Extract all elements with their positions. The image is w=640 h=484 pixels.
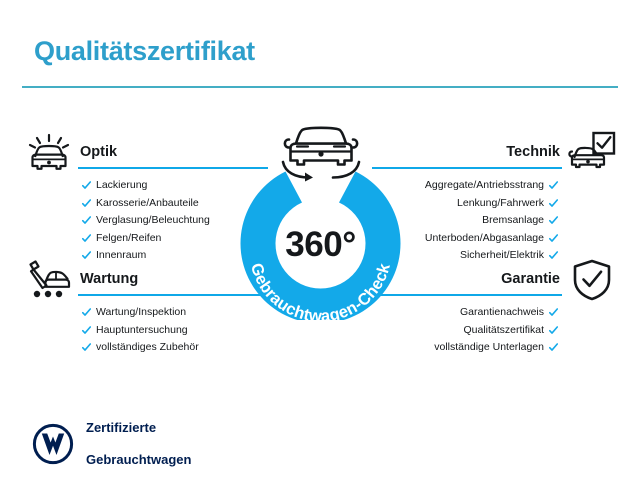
list-item: Qualitätszertifikat xyxy=(372,322,558,340)
check-icon xyxy=(82,216,91,225)
list-item: Garantienachweis xyxy=(372,304,558,322)
section-technik: Technik Aggregate/Antriebsstrang Lenkung… xyxy=(372,143,562,265)
check-icon xyxy=(549,325,558,334)
section-garantie: Garantie Garantienachweis Qualitätszerti… xyxy=(372,270,562,357)
list-item: Bremsanlage xyxy=(372,212,558,230)
list-item-label: Unterboden/Abgasanlage xyxy=(424,231,544,244)
list-item: vollständiges Zubehör xyxy=(82,339,200,357)
badge-360-gebrauchtwagen-check: Gebrauchtwagen-Check 360° xyxy=(228,120,413,320)
list-item-label: Sicherheit/Elektrik xyxy=(459,249,544,261)
list-item: Wartung/Inspektion xyxy=(82,304,200,322)
badge-center-label: 360° xyxy=(285,225,356,264)
check-icon xyxy=(82,233,91,242)
section-technik-header: Technik xyxy=(372,143,562,169)
check-icon xyxy=(549,308,558,317)
section-optik-header: Optik xyxy=(78,143,268,169)
check-icon xyxy=(82,343,91,352)
list-item-label: Verglasung/Beleuchtung xyxy=(96,214,210,226)
footer-line-1: Zertifizierte xyxy=(86,420,157,435)
list-item: Innenraum xyxy=(82,247,200,265)
section-wartung-underline xyxy=(78,294,268,296)
section-technik-underline xyxy=(372,167,562,169)
check-icon xyxy=(82,198,91,207)
wrench-car-icon xyxy=(29,260,71,298)
list-item-label: Wartung/Inspektion xyxy=(96,306,187,318)
footer-brand-text: Zertifizierte Gebrauchtwagen xyxy=(86,404,191,484)
list-item-label: vollständige Unterlagen xyxy=(434,341,544,353)
list-item-label: Lackierung xyxy=(96,179,148,191)
list-item: Lenkung/Fahrwerk xyxy=(372,195,558,213)
list-item-label: Garantienachweis xyxy=(459,306,544,318)
list-item: vollständige Unterlagen xyxy=(372,339,558,357)
car-rotate-icon xyxy=(281,126,361,182)
section-optik-underline xyxy=(78,167,268,169)
section-garantie-header: Garantie xyxy=(372,270,562,296)
check-icon xyxy=(549,181,558,190)
list-item: Felgen/Reifen xyxy=(82,230,200,248)
check-icon xyxy=(82,308,91,317)
check-icon xyxy=(549,233,558,242)
section-optik: Optik Lackierung Karosserie/Anbauteile V… xyxy=(78,143,268,265)
list-item: Sicherheit/Elektrik xyxy=(372,247,558,265)
list-item-label: Hauptuntersuchung xyxy=(96,323,188,336)
footer-brand-lockup: Zertifizierte Gebrauchtwagen xyxy=(32,404,191,484)
list-item-label: Bremsanlage xyxy=(482,214,544,226)
car-checkbox-icon xyxy=(568,131,616,169)
section-technik-list: Aggregate/Antriebsstrang Lenkung/Fahrwer… xyxy=(372,177,562,265)
list-item: Aggregate/Antriebsstrang xyxy=(372,177,558,195)
list-item-label: vollständiges Zubehör xyxy=(96,341,199,353)
section-garantie-title: Garantie xyxy=(501,271,560,287)
section-optik-title: Optik xyxy=(80,144,118,160)
car-shine-icon xyxy=(28,133,70,170)
shield-check-icon xyxy=(573,259,611,301)
list-item: Verglasung/Beleuchtung xyxy=(82,212,210,230)
section-wartung-title: Wartung xyxy=(80,271,139,287)
vw-logo xyxy=(32,423,74,465)
check-icon xyxy=(549,251,558,260)
list-item-label: Innenraum xyxy=(96,249,147,261)
list-item-label: Lenkung/Fahrwerk xyxy=(457,196,544,209)
section-wartung-list: Wartung/Inspektion Hauptuntersuchung vol… xyxy=(78,304,200,357)
footer-line-2: Gebrauchtwagen xyxy=(86,452,192,467)
header-divider xyxy=(22,86,618,88)
section-technik-title: Technik xyxy=(506,144,560,160)
section-wartung: Wartung Wartung/Inspektion Hauptuntersuc… xyxy=(78,270,268,357)
badge-ring: Gebrauchtwagen-Check xyxy=(240,171,401,320)
check-icon xyxy=(82,181,91,190)
page-title: Qualitätszertifikat xyxy=(34,36,255,66)
section-garantie-underline xyxy=(372,294,562,296)
list-item: Karosserie/Anbauteile xyxy=(82,195,200,213)
check-icon xyxy=(82,325,91,334)
section-optik-list: Lackierung Karosserie/Anbauteile Verglas… xyxy=(78,177,210,265)
list-item-label: Aggregate/Antriebsstrang xyxy=(424,179,544,191)
check-icon xyxy=(82,251,91,260)
section-wartung-header: Wartung xyxy=(78,270,268,296)
list-item: Unterboden/Abgasanlage xyxy=(372,230,558,248)
check-icon xyxy=(549,343,558,352)
check-icon xyxy=(549,216,558,225)
check-icon xyxy=(549,198,558,207)
list-item: Lackierung xyxy=(82,177,200,195)
list-item-label: Qualitätszertifikat xyxy=(463,323,544,336)
list-item: Hauptuntersuchung xyxy=(82,322,200,340)
section-garantie-list: Garantienachweis Qualitätszertifikat vol… xyxy=(372,304,562,357)
list-item-label: Felgen/Reifen xyxy=(96,231,162,244)
list-item-label: Karosserie/Anbauteile xyxy=(96,196,199,209)
